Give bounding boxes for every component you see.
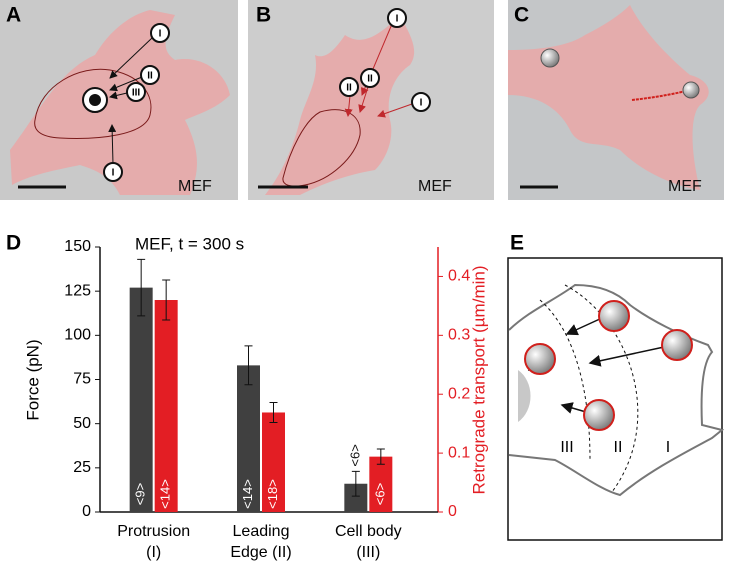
y-tick-label: 75 xyxy=(73,371,91,388)
arrow xyxy=(560,402,587,414)
panel-caption: MEF xyxy=(668,178,702,195)
error-bar xyxy=(269,401,278,423)
bead xyxy=(682,81,700,99)
panel-a: I II III I A MEF xyxy=(0,0,238,200)
y2-tick-label: 0 xyxy=(448,503,457,520)
bar xyxy=(344,483,368,512)
panel-e: E III II I xyxy=(507,232,725,541)
y-tick-label: 125 xyxy=(64,282,91,299)
marker-label: I xyxy=(396,14,399,25)
region-boundary xyxy=(539,299,591,461)
sample-label: <18> xyxy=(265,479,280,509)
marker: II xyxy=(360,68,380,88)
marker: I xyxy=(411,92,431,112)
cell xyxy=(508,5,709,190)
marker-label: I xyxy=(420,98,423,109)
x-tick-label: Protrusion xyxy=(117,523,190,540)
arrow xyxy=(108,124,117,165)
arrow xyxy=(109,37,153,79)
panel-label: E xyxy=(510,232,524,255)
sample-label: <9> xyxy=(133,483,148,505)
panel-caption: MEF xyxy=(418,178,452,195)
error-bar xyxy=(376,448,385,465)
bar xyxy=(237,365,260,512)
sample-label: <14> xyxy=(240,479,255,509)
error-bar xyxy=(351,470,360,497)
marker-label: I xyxy=(159,29,162,40)
y-tick-label: 150 xyxy=(64,238,91,255)
sample-label: <6> xyxy=(347,444,362,466)
bead xyxy=(583,399,615,431)
y-tick-label: 25 xyxy=(73,459,91,476)
y2-axis-title: Retrograde transport (µm/min) xyxy=(469,266,488,495)
panel-label: C xyxy=(514,4,529,27)
bead xyxy=(598,300,630,332)
marker: I xyxy=(387,8,407,28)
marker-label: II xyxy=(346,83,352,94)
cell xyxy=(10,10,230,195)
y-tick-label: 0 xyxy=(82,503,91,520)
marker-label: II xyxy=(367,74,373,85)
arrow xyxy=(565,317,603,336)
y2-tick-label: 0.2 xyxy=(448,385,470,402)
marker: III xyxy=(126,82,146,102)
bar xyxy=(262,412,285,512)
marker-label: III xyxy=(132,88,141,99)
arrow xyxy=(358,86,369,113)
arrow xyxy=(109,91,128,100)
panel-label: A xyxy=(6,4,21,27)
region-label: II xyxy=(614,439,623,456)
nucleus xyxy=(34,68,152,139)
marker: I xyxy=(103,162,123,182)
y-axis-title: Force (pN) xyxy=(23,339,42,420)
bar xyxy=(154,300,178,512)
annotation: MEF, t = 300 s xyxy=(135,234,244,253)
x-tick-label: Leading xyxy=(233,523,290,540)
bar xyxy=(369,456,393,512)
marker-label: I xyxy=(112,168,115,179)
error-bar xyxy=(244,345,253,386)
y2-tick-label: 0.3 xyxy=(448,327,470,344)
panel-b: I II II I B MEF xyxy=(248,0,494,200)
x-tick-label: (III) xyxy=(356,544,380,561)
error-bar xyxy=(162,279,171,321)
arrow xyxy=(109,76,143,92)
error-bar xyxy=(137,258,146,317)
bead xyxy=(661,329,693,361)
nucleus xyxy=(518,370,531,422)
panel-caption: MEF xyxy=(178,178,212,195)
cell-outline xyxy=(508,283,725,497)
sample-label: <6> xyxy=(372,483,387,505)
y2-tick-label: 0.4 xyxy=(448,268,470,285)
region-boundary xyxy=(564,284,639,493)
arrow xyxy=(344,95,353,117)
x-tick-label: (I) xyxy=(146,544,161,561)
y-tick-label: 100 xyxy=(64,327,91,344)
chart: D MEF, t = 300 s Force (pN) Retrograde t… xyxy=(6,232,488,562)
panel-label: D xyxy=(6,232,21,255)
arrow xyxy=(377,103,413,118)
marker: II xyxy=(140,65,160,85)
arrow xyxy=(588,346,665,367)
panel-label: B xyxy=(256,4,271,27)
bead xyxy=(540,48,560,68)
y-tick-label: 50 xyxy=(73,415,91,432)
bead xyxy=(89,94,101,106)
marker: I xyxy=(150,23,170,43)
marker: II xyxy=(339,77,359,97)
x-tick-label: Cell body xyxy=(335,523,402,540)
marker-label: II xyxy=(147,71,153,82)
x-tick-label: Edge (II) xyxy=(230,544,291,561)
sample-label: <14> xyxy=(158,479,173,509)
panel-c: C MEF xyxy=(508,0,724,200)
y2-tick-label: 0.1 xyxy=(448,444,470,461)
region-label: III xyxy=(560,439,573,456)
region-label: I xyxy=(666,439,670,456)
bar xyxy=(129,287,153,512)
bead xyxy=(524,343,556,375)
